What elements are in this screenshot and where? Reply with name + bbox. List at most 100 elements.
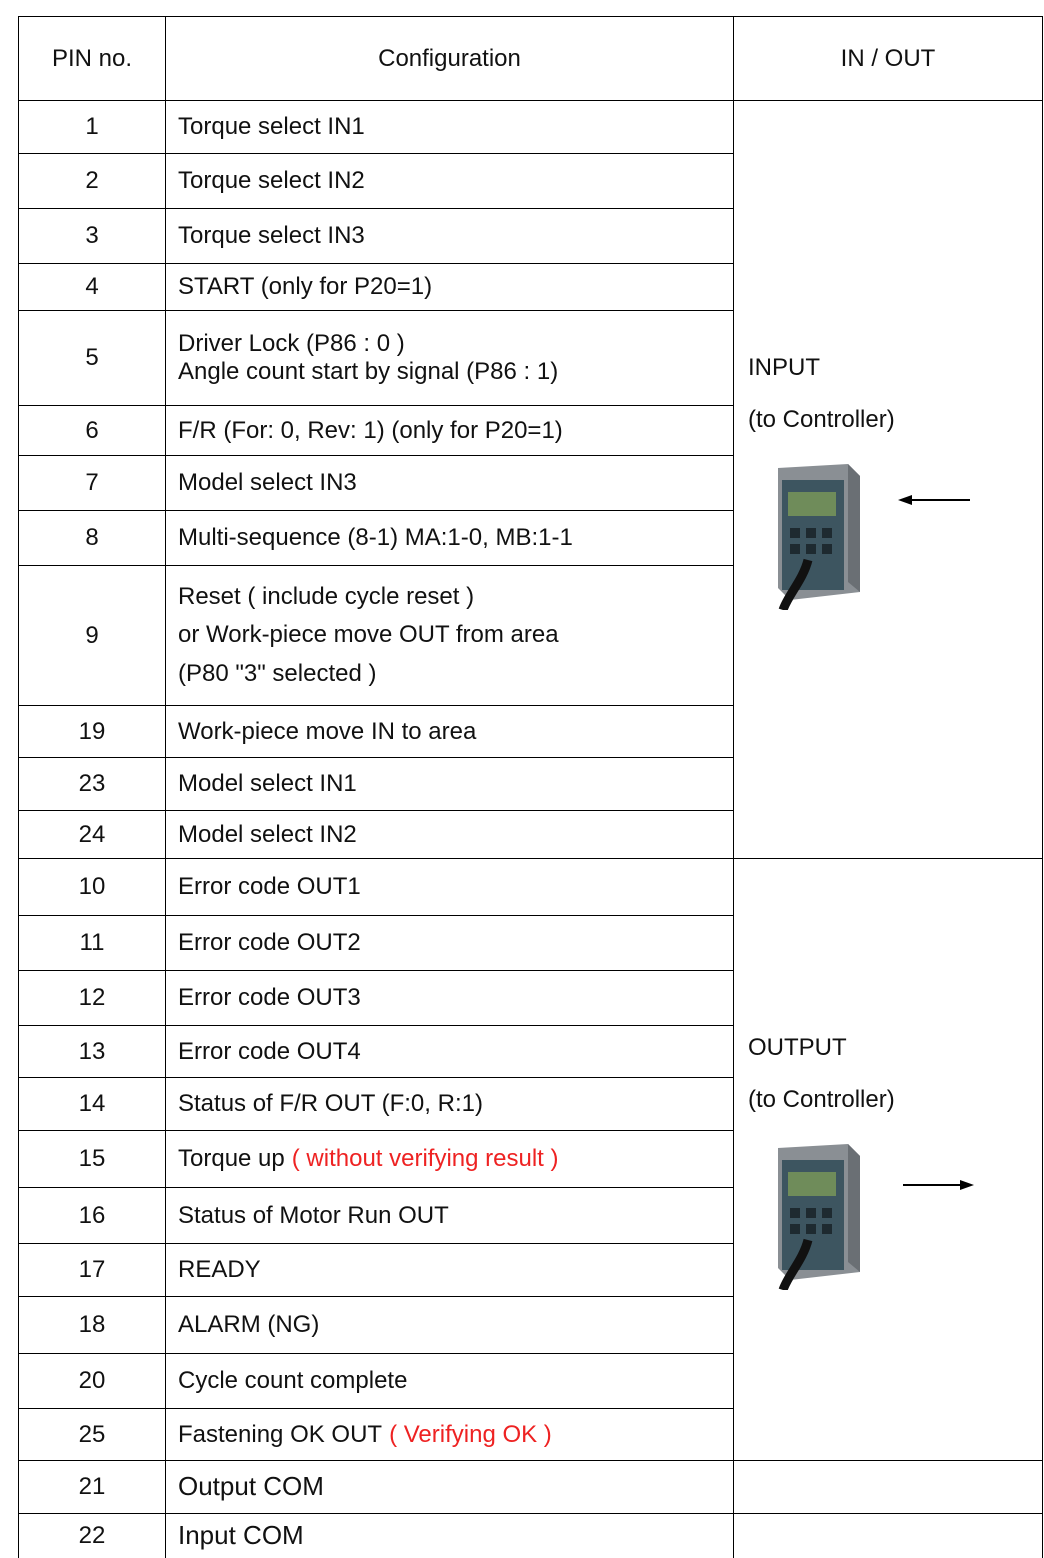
pin-cell: 16 <box>18 1187 166 1244</box>
config-text: (P80 "3" selected ) <box>178 659 377 687</box>
table-row: 12 Error code OUT3 <box>18 970 1043 1026</box>
device-illustration <box>748 1140 1042 1297</box>
config-line: Model select IN3 <box>178 469 733 497</box>
config-text: Output COM <box>178 1471 324 1502</box>
table-row: 6 F/R (For: 0, Rev: 1) (only for P20=1) <box>18 405 1043 456</box>
config-line: Input COM <box>178 1519 733 1551</box>
config-line: F/R (For: 0, Rev: 1) (only for P20=1) <box>178 417 733 445</box>
config-cell: Model select IN3 <box>165 455 734 511</box>
config-line: Status of F/R OUT (F:0, R:1) <box>178 1090 733 1118</box>
config-line: Status of Motor Run OUT <box>178 1202 733 1230</box>
table-row: 17 READY <box>18 1243 1043 1297</box>
pin-cell: 14 <box>18 1077 166 1131</box>
table-row: 2 Torque select IN2 <box>18 153 1043 209</box>
pin-cell: 2 <box>18 153 166 209</box>
config-cell: Torque select IN3 <box>165 208 734 264</box>
group-sublabel: (to Controller) <box>748 1086 895 1113</box>
config-text: or Work-piece move OUT from area <box>178 621 559 649</box>
config-cell: Model select IN2 <box>165 810 734 859</box>
config-cell: Output COM <box>165 1460 734 1514</box>
pin-cell: 19 <box>18 705 166 758</box>
config-text: Error code OUT3 <box>178 984 361 1012</box>
pin-cell: 7 <box>18 455 166 511</box>
table-row: 10 Error code OUT1 OUTPUT (to Controller) <box>18 858 1043 1461</box>
config-text: Input COM <box>178 1519 304 1550</box>
header-row: PIN no. Configuration IN / OUT <box>18 16 1043 101</box>
config-line: Error code OUT1 <box>178 873 733 901</box>
device-screen <box>788 1172 836 1196</box>
group-content: OUTPUT (to Controller) <box>748 1022 1042 1297</box>
config-line: Cycle count complete <box>178 1367 733 1395</box>
config-line: Work-piece move IN to area <box>178 718 733 746</box>
config-note: ( Verifying OK ) <box>389 1420 552 1448</box>
config-text: Error code OUT4 <box>178 1037 361 1065</box>
table-row: 21 Output COM <box>18 1460 1043 1514</box>
pin-cell: 6 <box>18 405 166 456</box>
config-text: Reset ( include cycle reset ) <box>178 582 475 610</box>
group-sublabel: (to Controller) <box>748 406 895 433</box>
pin-cell: 5 <box>18 310 166 406</box>
header-cell: IN / OUT <box>733 16 1043 101</box>
config-line: ALARM (NG) <box>178 1311 733 1339</box>
config-text: Work-piece move IN to area <box>178 717 477 745</box>
pin-cell: 11 <box>18 915 166 971</box>
device-svg <box>778 464 970 612</box>
device-side <box>848 464 860 592</box>
config-line: Driver Lock (P86 : 0 ) <box>178 330 733 358</box>
config-cell: Error code OUT2 <box>165 915 734 971</box>
table-row: 15 Torque up( without verifying result ) <box>18 1130 1043 1188</box>
config-line: Model select IN2 <box>178 821 733 849</box>
group-cell: OUTPUT (to Controller) <box>733 858 1043 1461</box>
device-illustration <box>748 460 1042 617</box>
table-row: 24 Model select IN2 <box>18 810 1043 859</box>
config-text: Torque select IN2 <box>178 167 365 195</box>
config-cell: Torque up( without verifying result ) <box>165 1130 734 1188</box>
config-cell: Input COM <box>165 1513 734 1558</box>
header-cell: PIN no. <box>18 16 166 101</box>
config-text: Angle count start by signal (P86 : 1) <box>178 358 559 385</box>
pin-cell: 10 <box>18 858 166 916</box>
empty-cell <box>733 1460 1043 1514</box>
config-line: Error code OUT4 <box>178 1038 733 1066</box>
header-cell: Configuration <box>165 16 734 101</box>
pin-cell: 4 <box>18 263 166 311</box>
pin-cell: 24 <box>18 810 166 859</box>
device-buttons <box>790 528 832 554</box>
config-text: Driver Lock (P86 : 0 ) <box>178 330 405 358</box>
arrow-head <box>898 495 912 505</box>
table-body: 1 Torque select IN1 INPUT (to Controller) 2… <box>18 100 1043 1558</box>
group-content: INPUT (to Controller) <box>748 342 1042 617</box>
arrow-head <box>960 1180 974 1190</box>
table-row: 1 Torque select IN1 INPUT (to Controller) <box>18 100 1043 859</box>
config-line: START (only for P20=1) <box>178 273 733 301</box>
pin-cell: 21 <box>18 1460 166 1514</box>
config-cell: Error code OUT1 <box>165 858 734 916</box>
config-text: Torque select IN3 <box>178 222 365 250</box>
config-text: Model select IN2 <box>178 820 357 848</box>
config-text: Model select IN3 <box>178 469 357 497</box>
config-text: READY <box>178 1256 261 1284</box>
pin-cell: 13 <box>18 1025 166 1078</box>
config-text: Torque up <box>178 1145 285 1173</box>
config-cell: Fastening OK OUT( Verifying OK ) <box>165 1408 734 1461</box>
pin-cell: 3 <box>18 208 166 264</box>
pin-cell: 18 <box>18 1296 166 1354</box>
config-line: Fastening OK OUT( Verifying OK ) <box>178 1421 733 1449</box>
device-side <box>848 1144 860 1272</box>
pin-cell: 17 <box>18 1243 166 1297</box>
group-label: OUTPUT <box>748 1034 847 1061</box>
table-row: 18 ALARM (NG) <box>18 1296 1043 1354</box>
config-text: Multi-sequence (8-1) MA:1-0, MB:1-1 <box>178 524 573 552</box>
config-line: Torque select IN3 <box>178 222 733 250</box>
table-row: 4 START (only for P20=1) <box>18 263 1043 311</box>
config-text: START (only for P20=1) <box>178 273 433 301</box>
config-text: Cycle count complete <box>178 1367 408 1395</box>
config-cell: Error code OUT3 <box>165 970 734 1026</box>
config-text: Status of Motor Run OUT <box>178 1201 449 1229</box>
device-cable <box>778 558 813 612</box>
config-cell: Reset ( include cycle reset ) or Work-pie… <box>165 565 734 706</box>
config-cell: Status of F/R OUT (F:0, R:1) <box>165 1077 734 1131</box>
pin-cell: 25 <box>18 1408 166 1461</box>
config-line: Torque select IN2 <box>178 167 733 195</box>
